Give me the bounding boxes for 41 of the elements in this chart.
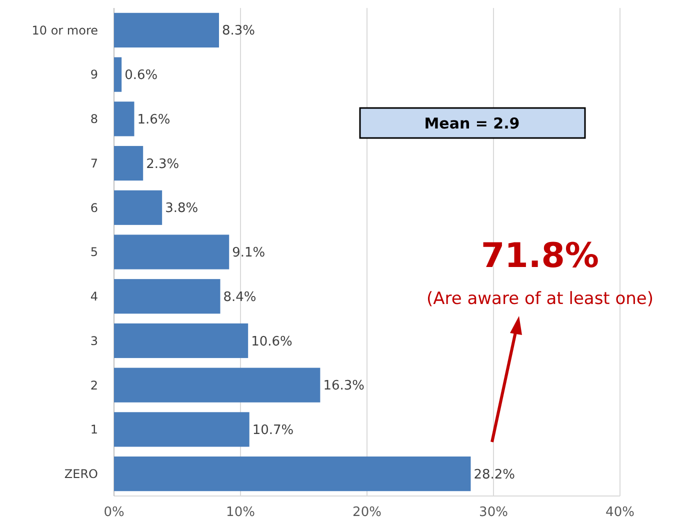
x-tick-label: 20% <box>352 505 382 520</box>
bar <box>114 368 320 402</box>
y-tick-label: 9 <box>90 68 98 82</box>
data-label: 8.4% <box>223 290 256 305</box>
x-tick-label: 40% <box>606 505 634 520</box>
data-label: 16.3% <box>323 378 365 394</box>
y-tick-label: 5 <box>90 245 98 260</box>
annotation: Mean = 2.9 <box>424 114 520 132</box>
data-label: 9.1% <box>232 246 266 261</box>
y-tick-label: 3 <box>90 334 98 348</box>
x-tick-label: 30% <box>479 505 508 520</box>
y-tick-label: 6 <box>90 200 98 215</box>
data-label: 1.6% <box>137 112 170 128</box>
data-label: 10.6% <box>251 334 292 350</box>
x-tick-label: 0% <box>104 505 124 520</box>
annotation: 71.8% <box>481 236 599 276</box>
y-tick-label: 7 <box>90 156 98 170</box>
data-label: 10.7% <box>252 423 294 438</box>
bar <box>114 12 219 48</box>
bar <box>114 412 250 447</box>
bar <box>114 57 122 92</box>
bar <box>114 190 162 225</box>
y-tick-label: 1 <box>90 422 98 437</box>
data-label: 3.8% <box>165 201 198 216</box>
data-label: 8.3% <box>222 24 256 39</box>
y-tick-label: 2 <box>90 378 98 392</box>
bar <box>114 146 144 181</box>
y-tick-label: 10 or more <box>32 23 98 38</box>
bar <box>114 234 230 270</box>
bar <box>114 102 134 136</box>
x-tick-label: 10% <box>226 505 255 520</box>
y-tick-label: ZERO <box>64 467 98 482</box>
y-tick-label: 8 <box>90 112 98 126</box>
y-tick-label: 4 <box>90 290 98 304</box>
data-label: 28.2% <box>474 467 516 482</box>
bar <box>114 323 248 358</box>
annotation: (Are aware of at least one) <box>426 288 654 309</box>
data-label: 0.6% <box>124 68 158 84</box>
bar <box>114 279 220 314</box>
bar <box>114 456 471 492</box>
data-label: 2.3% <box>146 156 180 172</box>
